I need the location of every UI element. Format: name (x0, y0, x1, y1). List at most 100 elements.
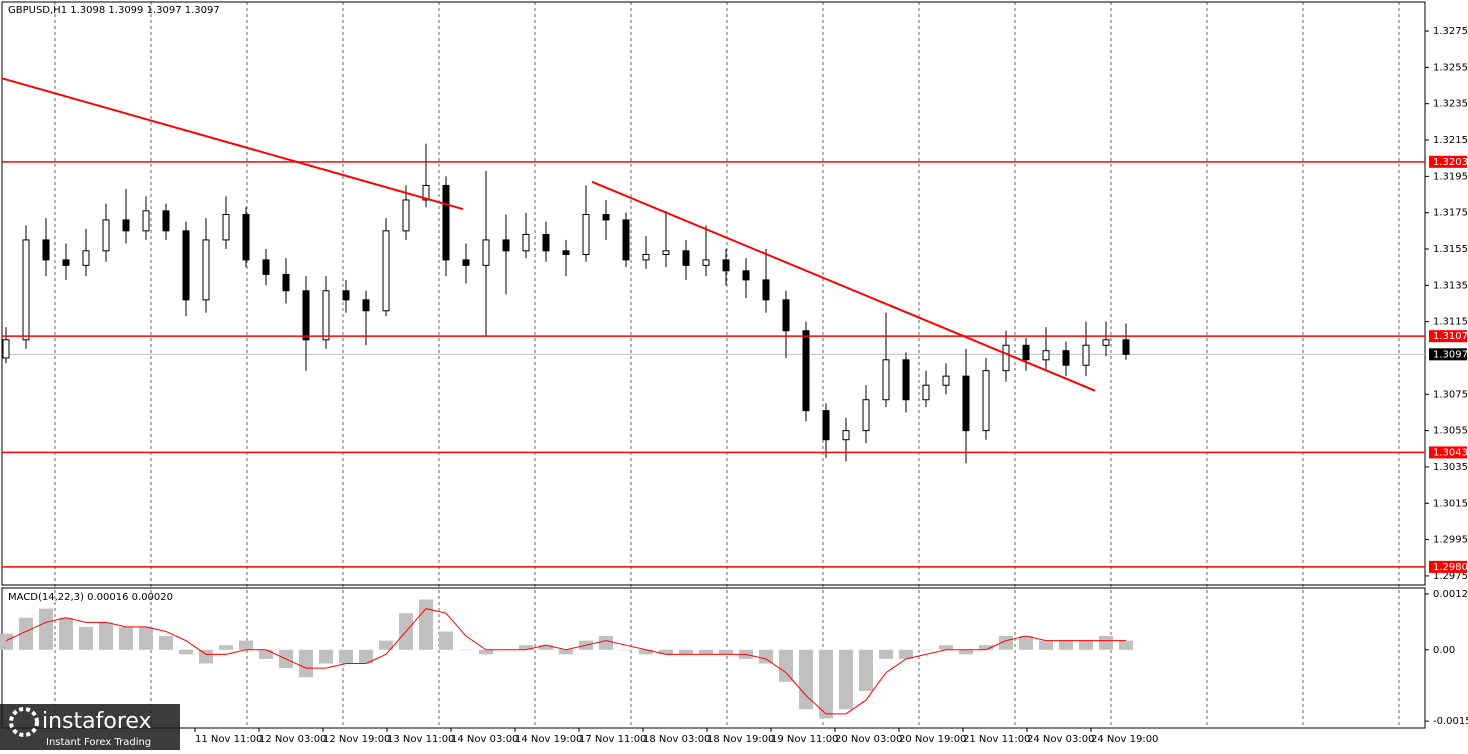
macd-bar (219, 645, 233, 650)
candle-body (942, 375, 950, 386)
level-label: 1.3203 (1433, 157, 1468, 168)
candle-body (1122, 339, 1130, 355)
macd-bar (879, 649, 893, 659)
macd-bar (239, 640, 253, 650)
macd-bar (759, 649, 773, 664)
candle-body (422, 184, 430, 201)
macd-bar (919, 649, 933, 651)
macd-bar (439, 631, 453, 650)
macd-title: MACD(14,22,3) 0.00016 0.00020 (8, 592, 173, 603)
level-label-bg (1429, 560, 1467, 573)
macd-bar (319, 649, 333, 664)
y-tick-label: 1.2995 (1433, 535, 1468, 546)
candle-body (562, 250, 570, 255)
candle-body (142, 210, 150, 232)
candle-body (42, 239, 50, 261)
candle-body (102, 219, 110, 252)
macd-bar (99, 622, 113, 650)
y-tick-label: 1.3155 (1433, 244, 1468, 255)
candle-body (382, 230, 390, 312)
candle-body (22, 239, 30, 341)
candle-body (542, 233, 550, 252)
candle-body (722, 259, 730, 272)
macd-bar (379, 640, 393, 650)
logo: instaforex Instant Forex Trading (0, 704, 180, 750)
y-tick-label: 1.3175 (1433, 208, 1468, 219)
y-tick-label: 1.3135 (1433, 280, 1468, 291)
candle-body (222, 213, 230, 241)
macd-bar (719, 649, 733, 655)
candle-body (162, 210, 170, 232)
candle-body (342, 290, 350, 301)
macd-bar (519, 645, 533, 650)
x-tick-label: 14 Nov 19:00 (515, 734, 582, 745)
candle-body (1002, 344, 1010, 372)
logo-tagline: Instant Forex Trading (46, 737, 151, 748)
x-tick-label: 24 Nov 03:00 (1027, 734, 1094, 745)
candle-body (482, 239, 490, 266)
candle-body (402, 199, 410, 232)
macd-bar (1119, 640, 1133, 650)
macd-bar (799, 649, 813, 710)
candle-body (842, 430, 850, 441)
y-tick-label: 1.2975 (1433, 571, 1468, 582)
level-label-bg (1429, 446, 1467, 459)
y-tick-label: 1.3115 (1433, 317, 1468, 328)
candle-body (1082, 344, 1090, 366)
candle-body (522, 233, 530, 252)
candle-body (502, 239, 510, 252)
level-label: 1.3107 (1433, 331, 1468, 342)
candle-body (602, 213, 610, 221)
x-tick-label: 13 Nov 11:00 (387, 734, 454, 745)
x-tick-label: 11 Nov 11:00 (195, 734, 262, 745)
macd-bar (479, 649, 493, 655)
candle-body (322, 290, 330, 341)
macd-bar (639, 649, 653, 655)
macd-bar (939, 645, 953, 650)
x-tick-label: 20 Nov 19:00 (899, 734, 966, 745)
macd-bar (899, 649, 913, 659)
x-tick-label: 17 Nov 11:00 (579, 734, 646, 745)
level-label: 1.2980 (1433, 562, 1468, 573)
macd-bar (559, 649, 573, 655)
main-panel (1, 1, 1426, 586)
x-tick-label: 12 Nov 19:00 (323, 734, 390, 745)
candle-body (862, 399, 870, 432)
y-tick-label: 1.3055 (1433, 426, 1468, 437)
y-tick-label: 1.3215 (1433, 135, 1468, 146)
macd-bar (619, 649, 633, 651)
macd-bar (839, 649, 853, 710)
candle-body (1102, 339, 1110, 346)
y-tick-label: 1.3235 (1433, 99, 1468, 110)
macd-bar (959, 649, 973, 655)
candle-body (762, 279, 770, 301)
macd-bar (459, 649, 473, 651)
macd-bar (119, 626, 133, 650)
logo-bg (0, 704, 180, 750)
candle-body (822, 410, 830, 441)
trendline (591, 180, 1096, 392)
macd-bar (59, 617, 73, 650)
macd-bar (139, 626, 153, 650)
macd-bar (79, 626, 93, 650)
candle-body (922, 384, 930, 401)
candle-body (682, 250, 690, 266)
macd-bar (259, 649, 273, 659)
y-tick-label: 1.3275 (1433, 26, 1468, 37)
macd-bar (1099, 636, 1113, 650)
candle-body (182, 230, 190, 301)
x-tick-label: 14 Nov 03:00 (451, 734, 518, 745)
candle-body (242, 213, 250, 261)
macd-bar (299, 649, 313, 678)
x-tick-label: 19 Nov 11:00 (771, 734, 838, 745)
candle-body (2, 339, 10, 359)
candle-body (1062, 350, 1070, 366)
macd-bar (1019, 636, 1033, 650)
grid (54, 2, 1400, 728)
candle-body (582, 213, 590, 255)
level-label-bg (1429, 155, 1467, 168)
macd-bar (179, 649, 193, 655)
candle-body (782, 299, 790, 332)
candle-body (962, 375, 970, 432)
